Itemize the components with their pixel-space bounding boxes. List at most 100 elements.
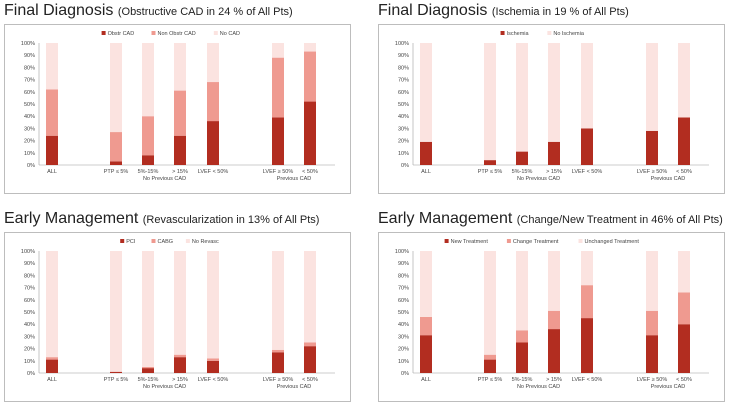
chart-heading: Final Diagnosis (Obstructive CAD in 24 %…	[4, 2, 293, 20]
x-tick-label: 5%-15%	[138, 169, 159, 175]
y-tick-label: 0%	[401, 371, 409, 377]
y-tick-label: 90%	[24, 261, 35, 267]
chart-subtitle: (Change/New Treatment in 46% of All Pts)	[516, 214, 723, 226]
bar-no-revasc-50	[304, 251, 316, 343]
bar-pci-15	[174, 357, 186, 373]
chart-heading: Early Management (Change/New Treatment i…	[378, 210, 723, 228]
legend-swatch-no-revasc	[185, 239, 190, 243]
bar-ischemia-5-15	[516, 151, 528, 165]
x-tick-label: 5%-15%	[512, 169, 533, 175]
bar-non-obstr-cad-15	[174, 90, 186, 136]
bar-no-ischemia-15	[548, 43, 560, 142]
legend-label-no-revasc: No Revasc	[192, 239, 219, 245]
y-tick-label: 0%	[27, 163, 35, 169]
bar-ischemia-all	[420, 141, 432, 165]
x-tick-label: LVEF ≥ 50%	[637, 377, 668, 383]
legend-swatch-unchanged-treatment	[578, 239, 583, 243]
bar-ischemia-lvef-50	[646, 130, 658, 165]
bar-cabg-15	[174, 354, 186, 358]
y-tick-label: 70%	[24, 286, 35, 292]
bar-pci-50	[304, 346, 316, 373]
bar-new-treatment-lvef-50	[581, 318, 593, 373]
bar-obstr-cad-lvef-50	[207, 121, 219, 165]
y-tick-label: 50%	[24, 310, 35, 316]
legend-label-ischemia: Ischemia	[507, 31, 530, 37]
x-tick-label: < 50%	[676, 169, 692, 175]
bar-change-treatment-lvef-50	[646, 310, 658, 336]
legend-swatch-ischemia	[500, 31, 505, 35]
bar-unchanged-treatment-lvef-50	[581, 251, 593, 286]
group-label-previous-cad: Previous CAD	[277, 384, 312, 390]
group-label-no-previous-cad: No Previous CAD	[517, 384, 560, 390]
bar-obstr-cad-5-15	[142, 155, 154, 165]
legend-label-non-obstr-cad: Non Obstr CAD	[158, 31, 196, 37]
bar-change-treatment-all	[420, 316, 432, 336]
y-tick-label: 90%	[24, 53, 35, 59]
y-tick-label: 30%	[398, 334, 409, 340]
bar-no-cad-5-15	[142, 43, 154, 117]
chart-panel: 0% 10% 20% 30% 40% 50% 60% 70% 80% 90% 100% Ischemi…	[378, 24, 725, 194]
bar-unchanged-treatment-50	[678, 251, 690, 293]
bar-unchanged-treatment-5-15	[516, 251, 528, 331]
x-tick-label: PTP ≤ 5%	[478, 169, 503, 175]
bar-no-ischemia-5-15	[516, 43, 528, 152]
bar-no-revasc-5-15	[142, 251, 154, 367]
y-tick-label: 80%	[24, 65, 35, 71]
y-tick-label: 50%	[398, 310, 409, 316]
bar-pci-all	[46, 359, 58, 373]
bar-obstr-cad-15	[174, 135, 186, 165]
stacked-bar-chart: 0% 10% 20% 30% 40% 50% 60% 70% 80% 90% 100% PCI CABG…	[21, 239, 335, 390]
bar-obstr-cad-all	[46, 135, 58, 165]
legend-swatch-no-cad	[213, 31, 218, 35]
chart-subtitle: (Revascularization in 13% of All Pts)	[142, 214, 320, 226]
y-tick-label: 40%	[24, 322, 35, 328]
bar-no-cad-lvef-50	[207, 43, 219, 83]
legend-label-no-cad: No CAD	[220, 31, 240, 37]
y-tick-label: 90%	[398, 261, 409, 267]
legend-label-new-treatment: New Treatment	[451, 239, 489, 245]
y-tick-label: 70%	[398, 286, 409, 292]
stacked-bar-chart: 0% 10% 20% 30% 40% 50% 60% 70% 80% 90% 100% Ischemi…	[395, 31, 709, 182]
legend-swatch-no-ischemia	[547, 31, 552, 35]
x-tick-label: ALL	[421, 169, 431, 175]
legend-swatch-pci	[120, 239, 125, 243]
x-tick-label: PTP ≤ 5%	[104, 377, 129, 383]
bar-unchanged-treatment-15	[548, 251, 560, 311]
bar-obstr-cad-50	[304, 101, 316, 165]
bar-no-cad-15	[174, 43, 186, 91]
y-tick-label: 60%	[398, 298, 409, 304]
y-tick-label: 10%	[398, 359, 409, 365]
bar-non-obstr-cad-50	[304, 51, 316, 102]
x-tick-label: LVEF < 50%	[572, 169, 603, 175]
chart-panel: 0% 10% 20% 30% 40% 50% 60% 70% 80% 90% 100% PCI CABG…	[4, 232, 351, 402]
bar-cabg-lvef-50	[207, 358, 219, 361]
legend-swatch-new-treatment	[444, 239, 449, 243]
y-tick-label: 70%	[24, 78, 35, 84]
group-label-previous-cad: Previous CAD	[277, 176, 312, 182]
legend-label-no-ischemia: No Ischemia	[553, 31, 585, 37]
bar-pci-lvef-50	[272, 352, 284, 373]
bar-change-treatment-ptp-5	[484, 354, 496, 360]
y-tick-label: 0%	[27, 371, 35, 377]
y-tick-label: 50%	[24, 102, 35, 108]
legend-label-change-treatment: Change Treatment	[513, 239, 559, 245]
x-tick-label: < 50%	[302, 169, 318, 175]
bar-cabg-50	[304, 342, 316, 347]
y-tick-label: 80%	[398, 273, 409, 279]
bar-no-cad-lvef-50	[272, 43, 284, 58]
x-tick-label: LVEF ≥ 50%	[637, 169, 668, 175]
bar-non-obstr-cad-lvef-50	[207, 82, 219, 122]
bar-new-treatment-lvef-50	[646, 335, 658, 373]
legend-label-unchanged-treatment: Unchanged Treatment	[585, 239, 640, 245]
chart-title: Early Management	[4, 210, 139, 227]
bar-change-treatment-5-15	[516, 330, 528, 343]
x-tick-label: LVEF ≥ 50%	[263, 169, 294, 175]
bar-pci-lvef-50	[207, 360, 219, 373]
bar-no-ischemia-lvef-50	[581, 43, 593, 129]
bar-cabg-lvef-50	[272, 349, 284, 353]
legend-swatch-change-treatment	[506, 239, 511, 243]
y-tick-label: 100%	[21, 249, 35, 255]
x-tick-label: LVEF < 50%	[198, 377, 229, 383]
group-label-no-previous-cad: No Previous CAD	[143, 384, 186, 390]
x-tick-label: > 15%	[546, 377, 562, 383]
